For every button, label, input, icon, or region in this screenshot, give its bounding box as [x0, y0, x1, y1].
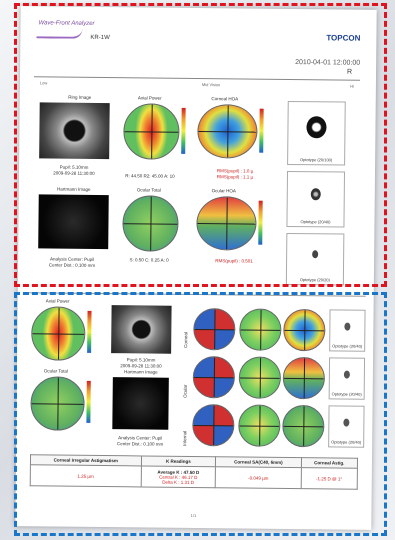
- bottom-section-highlight: [14, 292, 387, 536]
- top-section-highlight: [14, 3, 387, 287]
